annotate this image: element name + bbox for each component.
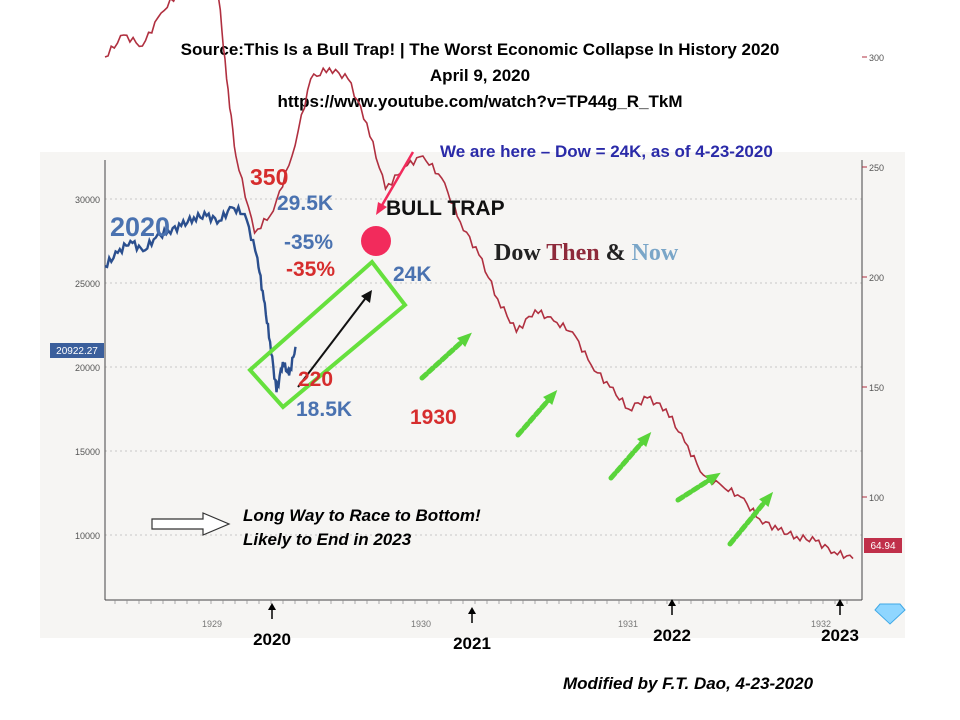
- label-low-1929: 220: [298, 368, 333, 391]
- year-marker-label: 2022: [653, 626, 691, 645]
- header-url: https://www.youtube.com/watch?v=TP44g_R_…: [277, 92, 683, 111]
- green-arrow-head: [543, 389, 558, 405]
- green-arrow-line: [515, 393, 555, 438]
- left-tick-label: 15000: [75, 447, 100, 457]
- chart-title: Dow Then & Now: [494, 240, 679, 266]
- header-source: Source:This Is a Bull Trap! | The Worst …: [180, 40, 780, 59]
- green-arrow-line: [419, 335, 469, 381]
- year-marker-label: 2023: [821, 626, 859, 645]
- end-2023-note: Likely to End in 2023: [243, 530, 412, 549]
- green-arrow-line: [727, 495, 771, 547]
- djia-readout-box: [864, 538, 902, 553]
- label-2020: 2020: [110, 212, 170, 242]
- bull-trap-box: [247, 259, 408, 410]
- year-markers: 2020 2021 2022 2023: [253, 599, 859, 653]
- label-peak-1929: 350: [250, 164, 288, 190]
- dow-readout-box: [50, 343, 104, 358]
- year-marker-arrow: [268, 603, 276, 610]
- axes: [104, 160, 863, 601]
- pointer-line: [379, 151, 415, 208]
- label-bull-trap: BULL TRAP: [386, 197, 505, 220]
- green-arrow-head: [457, 332, 472, 347]
- header-date: April 9, 2020: [429, 66, 531, 85]
- year-marker-arrow: [668, 599, 676, 606]
- right-tick-label: 150: [869, 383, 884, 393]
- we-are-here-label: We are here – Dow = 24K, as of 4-23-2020: [440, 142, 773, 161]
- x-tick-label: 1931: [618, 619, 638, 629]
- dow-readout: 20922.27: [56, 346, 98, 357]
- diamond-icon: [874, 603, 906, 625]
- x-tick-label: 1930: [411, 619, 431, 629]
- green-arrow-head: [705, 472, 721, 486]
- left-tick-label: 10000: [75, 531, 100, 541]
- label-low-dow: 18.5K: [296, 398, 352, 421]
- year-marker-label: 2021: [453, 634, 491, 653]
- label-peak-dow: 29.5K: [277, 192, 333, 215]
- pointer-head: [376, 202, 387, 215]
- long-way-note: Long Way to Race to Bottom!: [243, 506, 481, 525]
- green-arrow-head: [637, 431, 652, 447]
- right-tick-label: 250: [869, 163, 884, 173]
- right-tick-label: 200: [869, 273, 884, 283]
- left-tick-label: 30000: [75, 195, 100, 205]
- right-tick-label: 300: [869, 53, 884, 63]
- green-arrow-line: [675, 474, 717, 503]
- year-marker-label: 2020: [253, 630, 291, 649]
- djia-readout: 64.94: [870, 541, 895, 552]
- green-arrow-head: [759, 491, 774, 507]
- label-drop-1929: -35%: [286, 258, 335, 281]
- x-tick-label: 1929: [202, 619, 222, 629]
- djia-1929-line: [104, 0, 854, 560]
- chart-background: [40, 152, 905, 638]
- green-rally-arrows: [419, 332, 774, 547]
- left-axis-labels: 10000 15000 20000 25000 30000: [75, 195, 100, 541]
- dow-2020-line: [104, 202, 297, 393]
- label-1930: 1930: [410, 406, 457, 429]
- label-current-dow: 24K: [393, 263, 432, 286]
- rebound-arrow-head: [361, 290, 372, 303]
- right-axis-labels: 100150200250300350400: [862, 53, 884, 503]
- year-marker-arrow: [468, 607, 476, 614]
- x-axis-ticks: 1929 1930 1931 1932: [114, 600, 848, 629]
- year-marker-arrow: [836, 599, 844, 606]
- left-tick-label: 25000: [75, 279, 100, 289]
- modified-by: Modified by F.T. Dao, 4-23-2020: [563, 674, 814, 693]
- green-arrow-line: [608, 435, 649, 481]
- label-drop-dow: -35%: [284, 231, 333, 254]
- x-tick-label: 1932: [811, 619, 831, 629]
- bull-trap-dot: [361, 226, 391, 256]
- rebound-arrow: [297, 294, 369, 388]
- right-tick-label: 100: [869, 493, 884, 503]
- left-tick-label: 20000: [75, 363, 100, 373]
- hollow-right-arrow-icon: [151, 512, 231, 536]
